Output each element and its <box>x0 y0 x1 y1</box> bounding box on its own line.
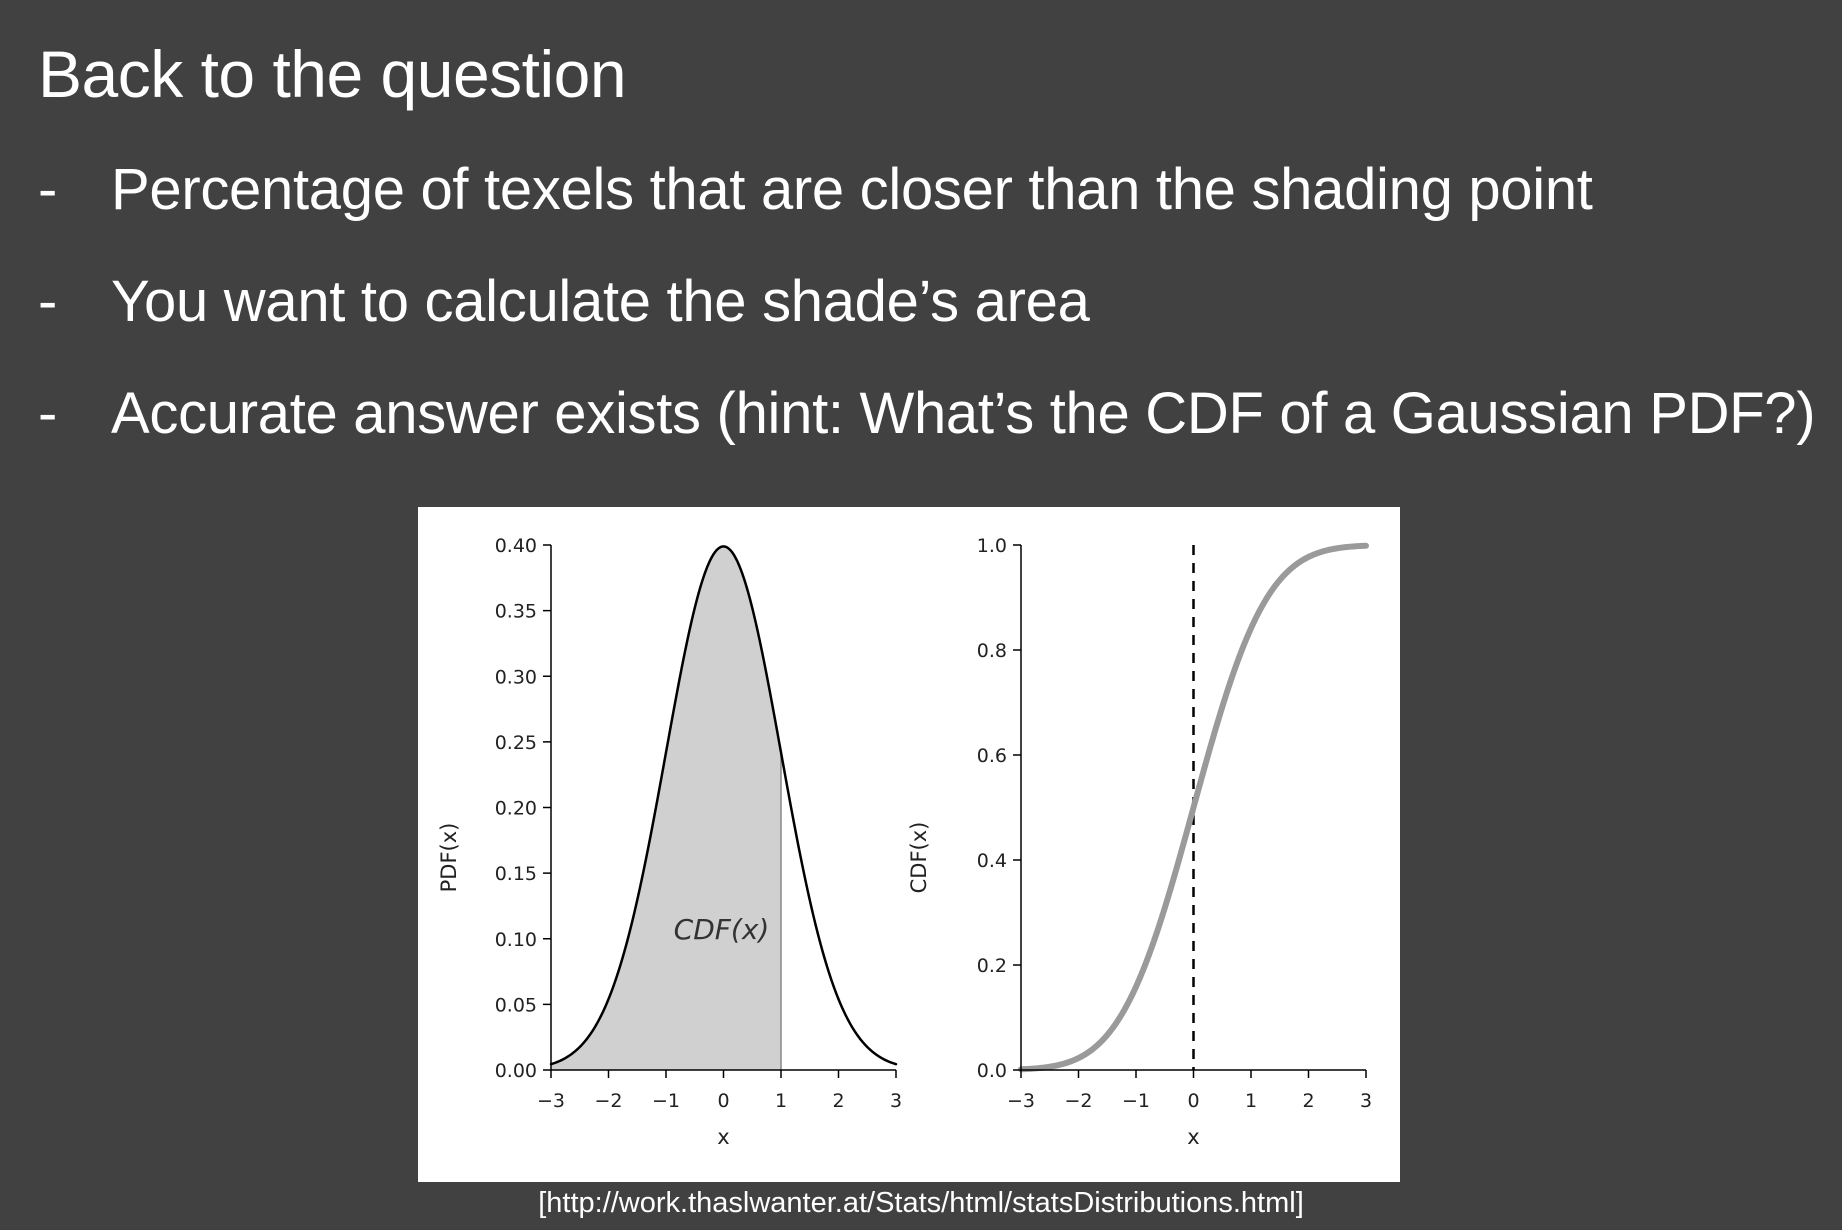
x-tick-label: −2 <box>594 1090 622 1112</box>
y-tick-label: 0.2 <box>977 955 1007 977</box>
x-tick-label: 1 <box>1245 1090 1257 1112</box>
x-axis-label: x <box>1187 1125 1199 1149</box>
bullet-text: Accurate answer exists (hint: What’s the… <box>111 381 1816 446</box>
y-tick-label: 0.35 <box>495 601 537 623</box>
x-tick-label: 3 <box>890 1090 902 1112</box>
y-tick-label: 1.0 <box>977 535 1007 557</box>
bullet-dash: - <box>38 381 58 446</box>
shaded-area <box>551 546 781 1070</box>
cdf-curve <box>1018 542 1369 1073</box>
pdf-curve <box>549 545 898 1066</box>
cdf-chart: −3 −2 −1 0 1 2 3 0.0 0.2 0.4 0.6 0.8 1.0 x CDF(x) <box>907 535 1372 1149</box>
y-tick-label: 0.6 <box>977 745 1007 767</box>
y-tick-label: 0.05 <box>495 994 537 1016</box>
y-tick-label: 0.15 <box>495 863 537 885</box>
y-axis-label: CDF(x) <box>907 822 931 894</box>
source-caption: [http://work.thaslwanter.at/Stats/html/s… <box>538 1187 1304 1219</box>
pdf-chart: CDF(x) −3 −2 −1 0 1 2 3 0.00 0.05 0.10 0.15 0.20 0.25… <box>437 535 902 1149</box>
x-axis-label: x <box>717 1125 729 1149</box>
bullet-text: Percentage of texels that are closer tha… <box>111 157 1593 222</box>
y-tick-label: 0.4 <box>977 850 1007 872</box>
x-tick-label: −3 <box>1007 1090 1035 1112</box>
y-tick-label: 0.0 <box>977 1060 1007 1082</box>
figure-svg: CDF(x)−3 −2 −1 0 1 2 30.000.050.100.150.200.25… <box>437 535 1372 1149</box>
figure-panel: CDF(x) −3 −2 −1 0 1 2 3 0.00 0.05 0.10 0.15 0.20 0.25… <box>418 507 1400 1182</box>
x-tick-label: 2 <box>1302 1090 1314 1112</box>
x-tick-label: 0 <box>717 1090 729 1112</box>
x-tick-label: −1 <box>1122 1090 1150 1112</box>
x-tick-label: 0 <box>1187 1090 1199 1112</box>
x-tick-label: 3 <box>1360 1090 1372 1112</box>
x-tick-label: 1 <box>775 1090 787 1112</box>
bullet-text: You want to calculate the shade’s area <box>111 269 1090 334</box>
bullet-dash: - <box>38 269 58 334</box>
x-tick-label: −3 <box>537 1090 565 1112</box>
x-tick-label: −1 <box>652 1090 680 1112</box>
y-tick-label: 0.00 <box>495 1060 537 1082</box>
slide-title: Back to the question <box>38 37 627 111</box>
y-tick-label: 0.20 <box>495 798 537 820</box>
y-tick-label: 0.10 <box>495 929 537 951</box>
shaded-area-label: CDF(x) <box>674 913 770 946</box>
y-tick-label: 0.8 <box>977 640 1007 662</box>
y-tick-label: 0.40 <box>495 535 537 557</box>
y-tick-label: 0.30 <box>495 666 537 688</box>
x-tick-label: 2 <box>832 1090 844 1112</box>
x-tick-label: −2 <box>1064 1090 1092 1112</box>
bullet-dash: - <box>38 157 58 222</box>
y-tick-label: 0.25 <box>495 732 537 754</box>
y-axis-label: PDF(x) <box>437 823 461 893</box>
